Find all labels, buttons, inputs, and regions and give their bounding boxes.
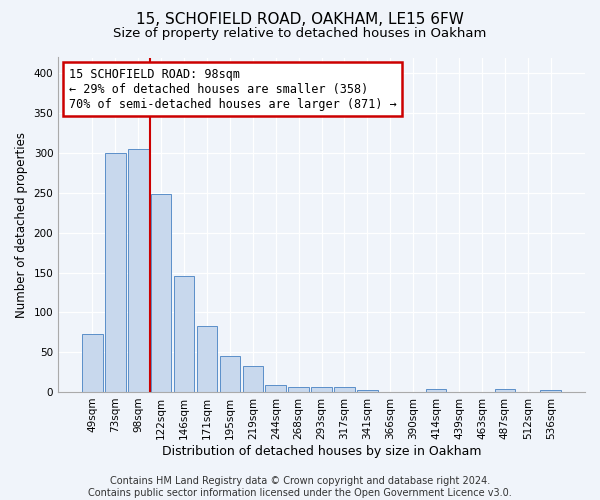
Bar — [541, 390, 561, 392]
Text: Contains HM Land Registry data © Crown copyright and database right 2024.
Contai: Contains HM Land Registry data © Crown c… — [88, 476, 512, 498]
Bar — [242, 366, 263, 392]
Text: 15 SCHOFIELD ROAD: 98sqm
← 29% of detached houses are smaller (358)
70% of semi-: 15 SCHOFIELD ROAD: 98sqm ← 29% of detach… — [69, 68, 397, 110]
Bar — [426, 389, 446, 392]
Text: 15, SCHOFIELD ROAD, OAKHAM, LE15 6FW: 15, SCHOFIELD ROAD, OAKHAM, LE15 6FW — [136, 12, 464, 28]
Bar — [494, 389, 515, 392]
Bar — [151, 194, 172, 392]
Bar — [82, 334, 103, 392]
Bar — [289, 387, 309, 392]
Bar — [311, 387, 332, 392]
X-axis label: Distribution of detached houses by size in Oakham: Distribution of detached houses by size … — [162, 444, 481, 458]
Bar — [334, 387, 355, 392]
Bar — [174, 276, 194, 392]
Bar — [357, 390, 378, 392]
Bar — [265, 385, 286, 392]
Bar — [128, 149, 149, 392]
Bar — [105, 153, 125, 392]
Bar — [197, 326, 217, 392]
Bar — [220, 356, 240, 392]
Text: Size of property relative to detached houses in Oakham: Size of property relative to detached ho… — [113, 28, 487, 40]
Y-axis label: Number of detached properties: Number of detached properties — [15, 132, 28, 318]
